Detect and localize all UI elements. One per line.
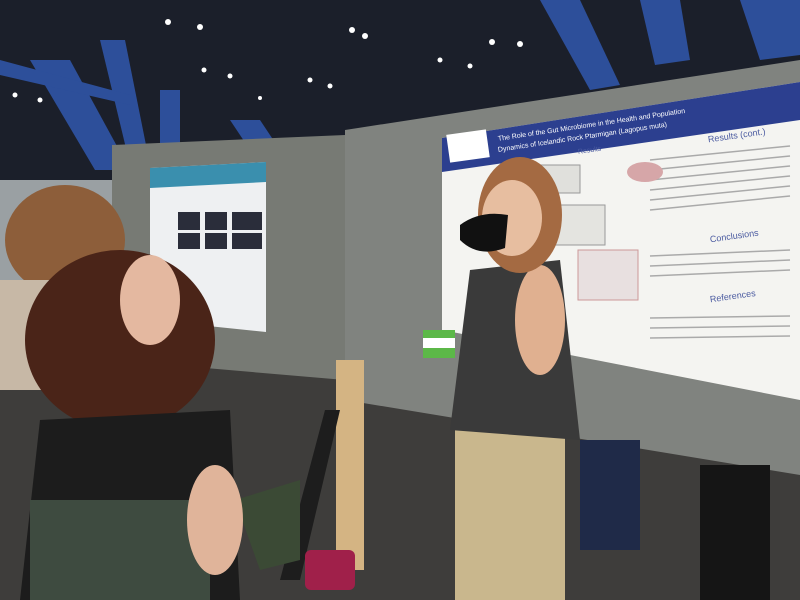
presenter-arm xyxy=(515,265,565,375)
face-mask xyxy=(460,213,508,252)
left-poster-header xyxy=(150,162,266,188)
logo xyxy=(446,129,490,163)
poster-text-lines xyxy=(649,145,791,339)
main-poster-header xyxy=(442,82,800,172)
attendee-curly-hair xyxy=(25,250,215,430)
section-heading: Results xyxy=(578,146,603,156)
person-legs xyxy=(700,465,770,600)
poster-figure xyxy=(577,249,639,301)
left-poster-figures xyxy=(178,212,262,249)
attendee-face xyxy=(120,255,180,345)
presenter-pants xyxy=(455,430,565,600)
attendee-dress xyxy=(30,500,210,600)
pink-bag xyxy=(305,550,355,590)
poster-tube xyxy=(336,360,364,570)
blue-pillars xyxy=(0,0,800,170)
person-legs xyxy=(580,440,640,550)
ptarmigan-illustration xyxy=(627,162,663,182)
ceiling-lights xyxy=(12,19,523,112)
attendee-arm xyxy=(187,465,243,575)
bag xyxy=(235,480,300,570)
cup-sleeve xyxy=(423,338,455,348)
